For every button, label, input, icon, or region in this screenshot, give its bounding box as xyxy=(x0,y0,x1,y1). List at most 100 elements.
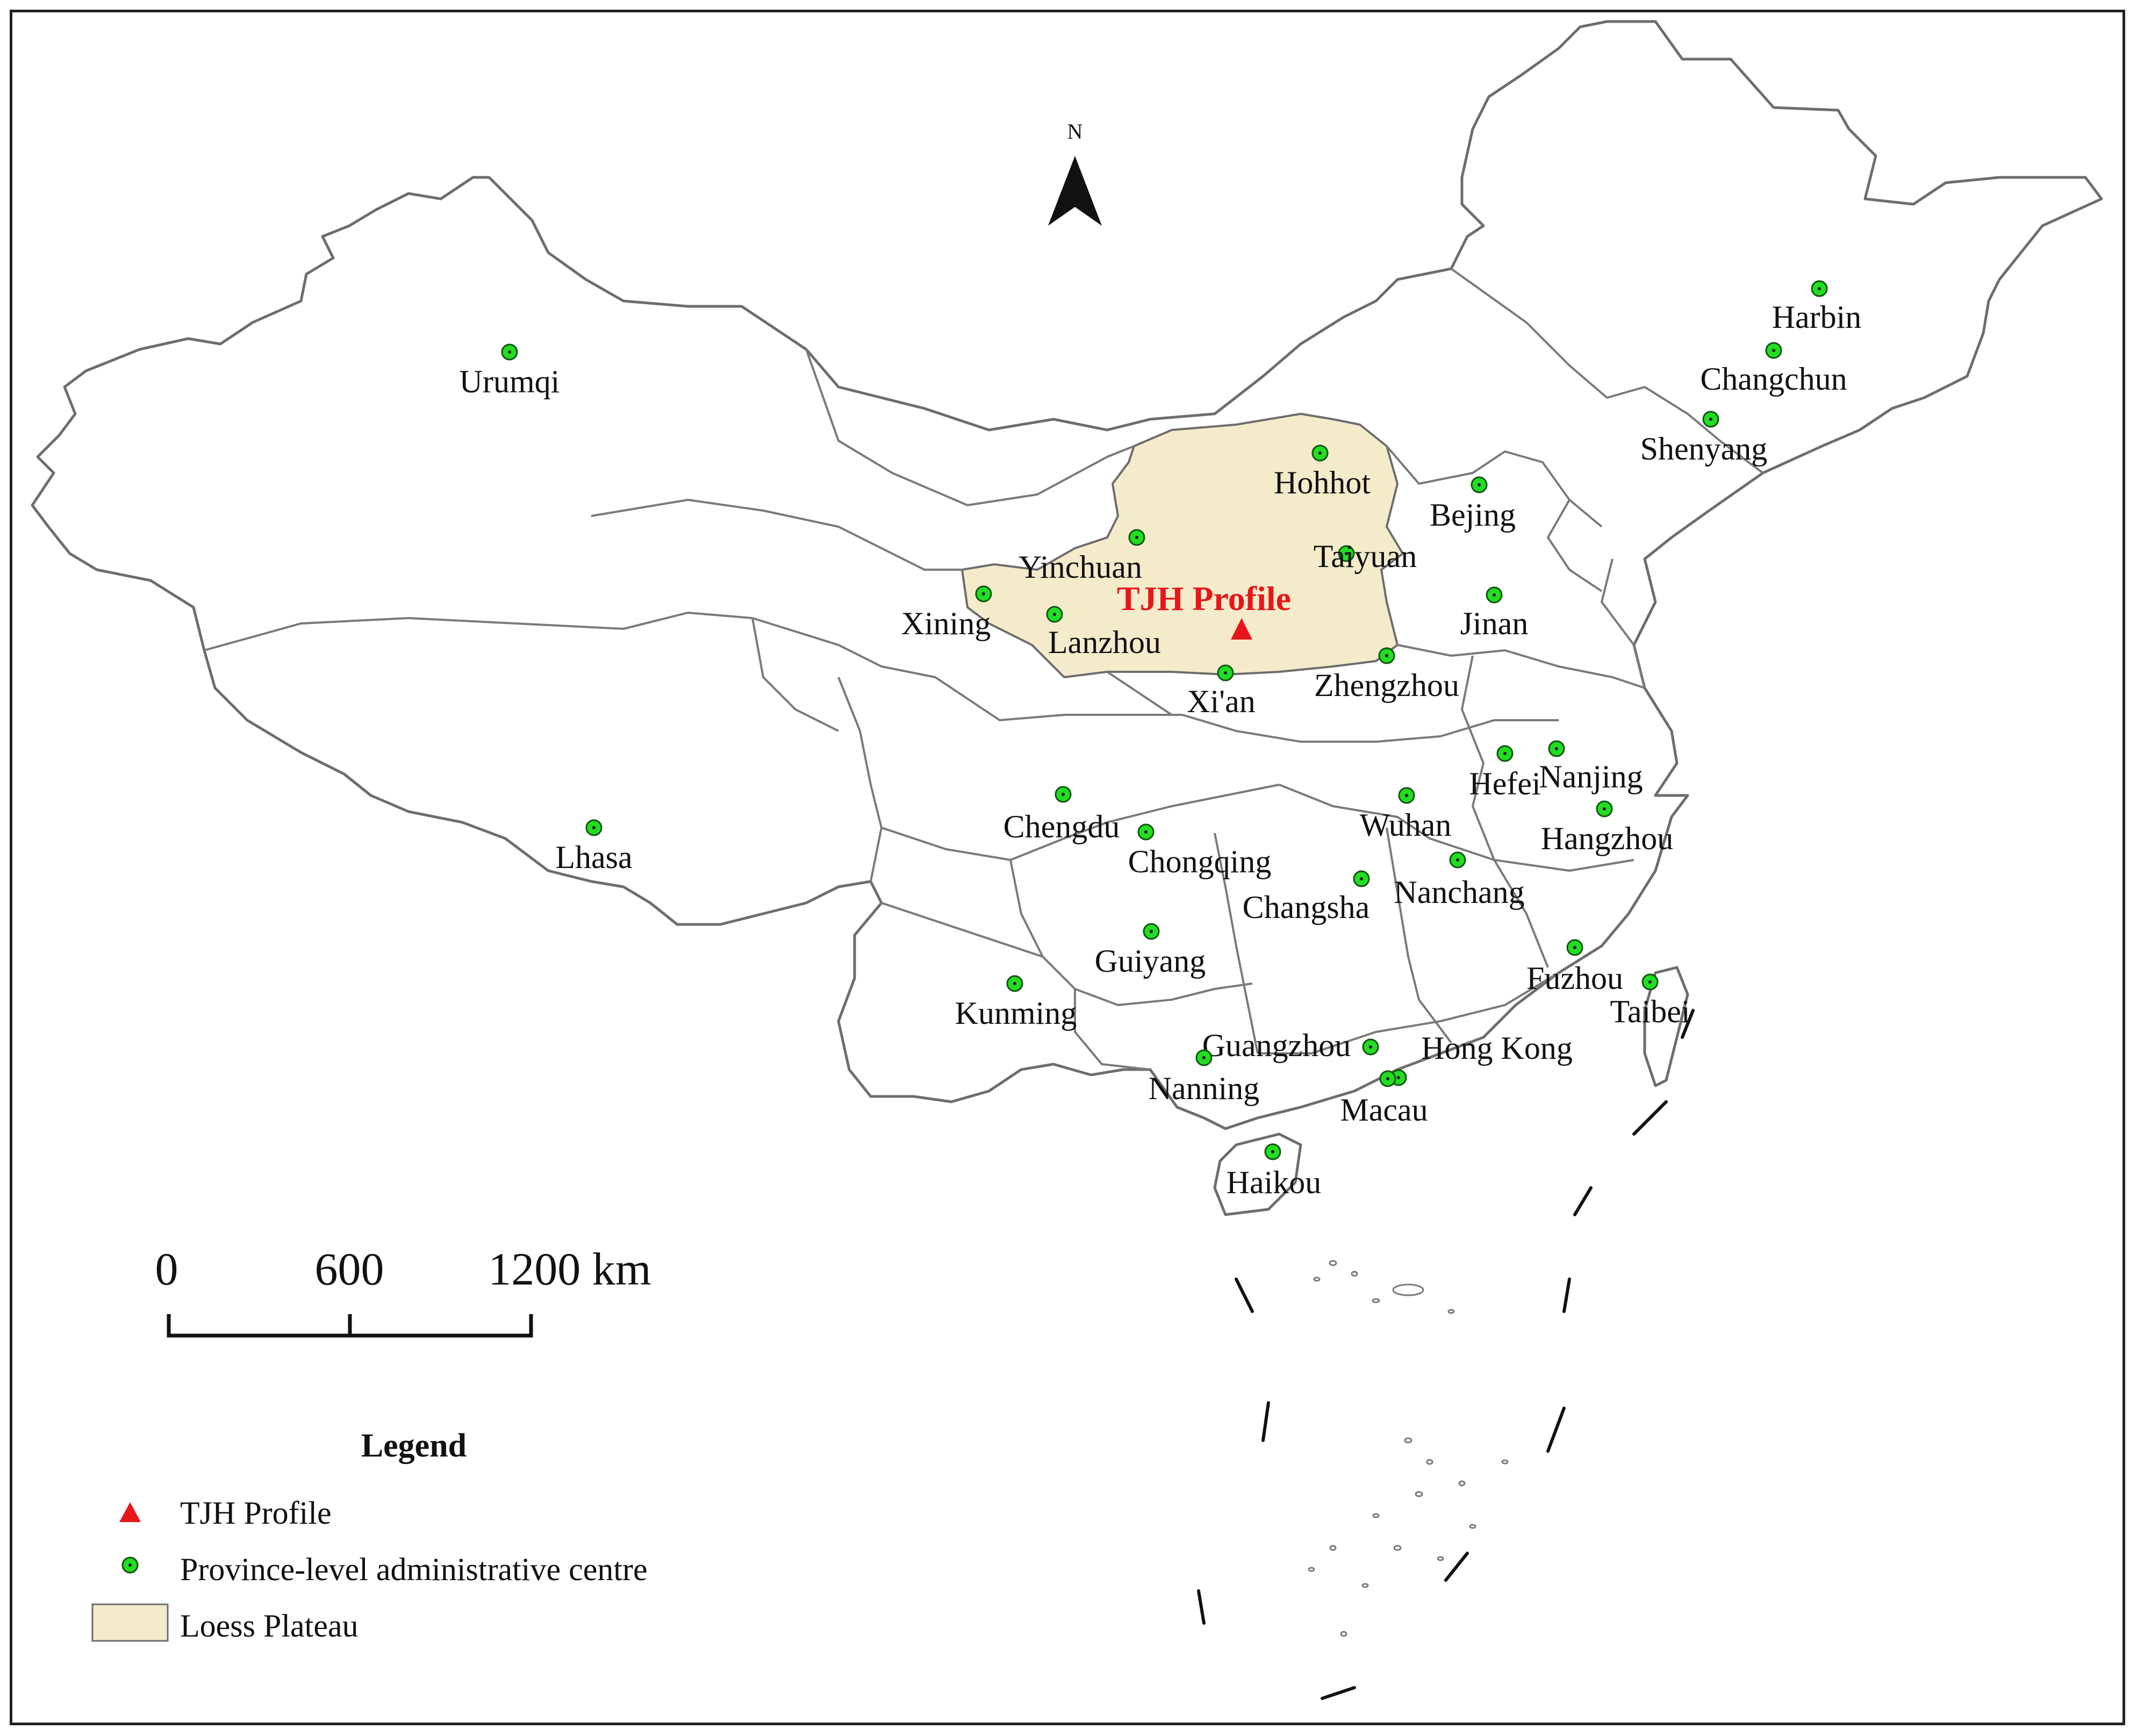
city-hong-kong: Hong Kong xyxy=(1390,1030,1573,1086)
tjh-profile-marker: TJH Profile xyxy=(1117,579,1291,640)
city-wuhan: Wuhan xyxy=(1360,787,1452,843)
city-label: Hong Kong xyxy=(1421,1030,1573,1066)
city-label: Harbin xyxy=(1772,299,1862,335)
city-label: Taibei xyxy=(1610,994,1690,1029)
city-label: Wuhan xyxy=(1360,807,1452,843)
city-taiyuan: Taiyuan xyxy=(1314,539,1417,574)
city-marker-core xyxy=(1573,946,1576,949)
city-marker-core xyxy=(1135,536,1138,539)
city-nanchang: Nanchang xyxy=(1394,851,1525,910)
south-sea-islands xyxy=(1308,1260,1509,1637)
city-marker-core xyxy=(1224,671,1227,675)
city-marker-core xyxy=(1709,418,1712,421)
legend-item-centre: Province-level administrative centre xyxy=(180,1552,648,1587)
province-borders xyxy=(204,268,1764,1071)
city-nanjing: Nanjing xyxy=(1539,740,1643,794)
city-label: Nanning xyxy=(1149,1071,1260,1106)
city-label: Lanzhou xyxy=(1048,625,1161,660)
city-taibei: Taibei xyxy=(1610,973,1690,1029)
city-marker-core xyxy=(1062,793,1065,796)
city-haikou: Haikou xyxy=(1227,1143,1322,1200)
city-guangzhou: Guangzhou xyxy=(1202,1028,1379,1063)
city-shenyang: Shenyang xyxy=(1640,411,1767,467)
city-label: Urumqi xyxy=(460,364,560,399)
city-label: Xi'an xyxy=(1187,684,1255,719)
city-bejing: Bejing xyxy=(1430,476,1516,533)
city-label: Chengdu xyxy=(1003,809,1120,844)
city-chongqing: Chongqing xyxy=(1128,823,1272,879)
city-fuzhou: Fuzhou xyxy=(1526,939,1623,996)
city-label: Chongqing xyxy=(1128,844,1272,879)
scale-label-0: 0 xyxy=(155,1243,178,1295)
city-hangzhou: Hangzhou xyxy=(1541,800,1674,856)
city-label: Lhasa xyxy=(555,840,632,875)
city-marker-core xyxy=(1555,747,1558,750)
legend-item-profile: TJH Profile xyxy=(180,1495,332,1531)
city-jinan: Jinan xyxy=(1460,586,1529,641)
city-nanning: Nanning xyxy=(1149,1049,1260,1106)
city-zhengzhou: Zhengzhou xyxy=(1314,647,1459,703)
city-kunming: Kunming xyxy=(955,975,1077,1031)
city-label: Nanchang xyxy=(1394,874,1524,910)
city-changchun: Changchun xyxy=(1700,342,1847,397)
city-label: Xining xyxy=(901,606,991,641)
city-marker-core xyxy=(1386,1077,1389,1080)
city-marker-core xyxy=(1456,858,1459,862)
city-label: Taiyuan xyxy=(1314,539,1417,574)
north-label: N xyxy=(1067,119,1083,144)
city-label: Nanjing xyxy=(1539,759,1643,794)
city-hohhot: Hohhot xyxy=(1274,444,1371,500)
city-label: Haikou xyxy=(1227,1165,1322,1200)
city-marker-core xyxy=(1385,654,1388,657)
city-harbin: Harbin xyxy=(1772,280,1862,335)
city-marker-core xyxy=(1648,980,1652,984)
tjh-profile-label: TJH Profile xyxy=(1117,579,1291,618)
city-label: Jinan xyxy=(1460,606,1529,641)
city-changsha: Changsha xyxy=(1243,870,1370,925)
scale-bar: 0 600 1200 km xyxy=(155,1243,651,1338)
city-label: Bejing xyxy=(1430,497,1516,533)
loess-plateau xyxy=(961,413,1404,678)
city-xi-an: Xi'an xyxy=(1187,664,1256,719)
city-lhasa: Lhasa xyxy=(555,819,633,875)
city-label: Macau xyxy=(1340,1092,1428,1128)
city-marker-core xyxy=(1202,1056,1206,1059)
city-marker-core xyxy=(1397,1076,1400,1079)
city-marker-core xyxy=(1150,930,1153,933)
taiwan-island xyxy=(1643,966,1689,1087)
city-marker-core xyxy=(508,350,511,354)
city-label: Zhengzhou xyxy=(1314,668,1459,703)
city-lanzhou: Lanzhou xyxy=(1046,606,1161,660)
scale-label-1200: 1200 km xyxy=(488,1243,651,1295)
city-marker-core xyxy=(1318,451,1322,455)
north-arrow: N xyxy=(1048,119,1102,226)
city-marker-core xyxy=(1772,349,1775,352)
city-xining: Xining xyxy=(901,585,992,641)
city-label: Changchun xyxy=(1700,361,1847,397)
city-label: Hefei xyxy=(1469,766,1540,801)
legend-loess-swatch xyxy=(91,1603,169,1642)
city-label: Kunming xyxy=(955,995,1077,1031)
city-label: Fuzhou xyxy=(1526,960,1623,996)
city-marker-core xyxy=(1478,483,1481,486)
city-marker-core xyxy=(1360,877,1363,880)
city-hefei: Hefei xyxy=(1469,745,1541,801)
city-marker-core xyxy=(1144,830,1148,834)
city-label: Yinchuan xyxy=(1019,549,1142,585)
legend-item-loess: Loess Plateau xyxy=(180,1608,358,1644)
city-marker-core xyxy=(1053,613,1056,616)
city-marker-core xyxy=(982,592,985,596)
city-label: Hangzhou xyxy=(1541,821,1674,856)
legend: Legend TJH Profile Province-level admini… xyxy=(91,1427,648,1644)
city-urumqi: Urumqi xyxy=(460,343,560,399)
city-label: Guiyang xyxy=(1095,943,1206,979)
city-yinchuan: Yinchuan xyxy=(1019,529,1145,585)
city-marker-core xyxy=(1013,982,1016,985)
city-chengdu: Chengdu xyxy=(1003,786,1120,844)
city-label: Hohhot xyxy=(1274,465,1371,500)
legend-triangle-icon xyxy=(119,1502,141,1522)
city-marker-core xyxy=(1271,1150,1274,1153)
south-china-sea-dashes xyxy=(1197,1009,1695,1700)
city-marker-core xyxy=(1493,593,1496,597)
city-marker-core xyxy=(1345,552,1348,555)
